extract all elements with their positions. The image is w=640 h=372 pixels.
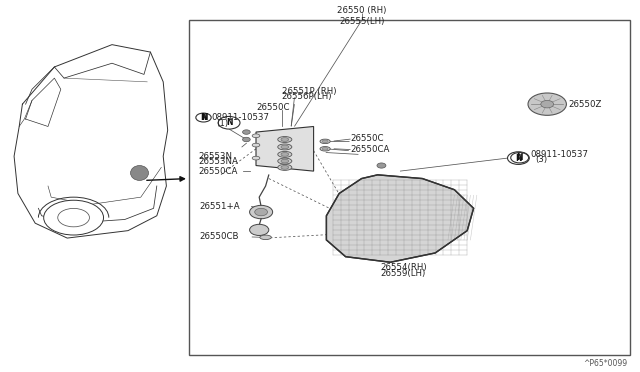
Text: ^P65*0099: ^P65*0099 [583,359,627,368]
Text: 26550CB: 26550CB [200,232,239,241]
Circle shape [58,208,90,227]
Circle shape [377,163,386,168]
Circle shape [243,137,250,142]
Text: 08911-10537: 08911-10537 [530,150,588,159]
Ellipse shape [281,166,289,169]
Text: 26550CA: 26550CA [198,167,238,176]
Text: 26550CA: 26550CA [351,145,390,154]
Ellipse shape [320,139,330,144]
Circle shape [250,224,269,235]
Circle shape [255,208,268,216]
Text: N: N [200,113,207,122]
Ellipse shape [323,140,328,142]
Ellipse shape [281,153,289,156]
Text: 26554(RH): 26554(RH) [381,263,428,272]
Circle shape [541,100,554,108]
Circle shape [218,116,240,129]
Circle shape [44,200,104,235]
Text: 26550Z: 26550Z [568,100,602,109]
Text: 08911-10537: 08911-10537 [211,113,269,122]
Text: 26553NA: 26553NA [198,157,238,166]
Text: 26551P (RH): 26551P (RH) [282,87,336,96]
Text: 26550C: 26550C [256,103,289,112]
Circle shape [196,113,211,122]
Circle shape [528,93,566,115]
Circle shape [508,152,529,164]
Ellipse shape [281,138,289,141]
Ellipse shape [131,166,148,180]
Text: (3): (3) [535,155,547,164]
Text: 26556P(LH): 26556P(LH) [282,92,332,101]
Polygon shape [326,175,474,262]
Text: N: N [202,113,208,122]
Text: 26559(LH): 26559(LH) [381,269,426,278]
Circle shape [243,130,250,134]
Ellipse shape [252,134,260,138]
Ellipse shape [278,137,292,142]
Ellipse shape [278,144,292,150]
Ellipse shape [252,156,260,160]
Bar [189,20,630,355]
Ellipse shape [278,151,292,157]
Text: 26553N: 26553N [198,152,232,161]
Text: N: N [226,118,232,127]
Ellipse shape [278,164,292,170]
Circle shape [250,205,273,219]
Ellipse shape [281,159,289,163]
Ellipse shape [252,143,260,147]
Text: 26551+A: 26551+A [200,202,240,211]
Ellipse shape [281,145,289,149]
Ellipse shape [320,147,330,151]
Text: 26550 (RH)
26555(LH): 26550 (RH) 26555(LH) [337,6,387,26]
Text: (1): (1) [216,119,228,128]
Text: 26550C: 26550C [351,134,384,143]
Circle shape [511,153,529,163]
Text: N: N [516,153,523,162]
Text: N: N [515,154,522,163]
Ellipse shape [260,235,271,240]
Polygon shape [256,126,314,171]
Ellipse shape [323,147,328,150]
Ellipse shape [278,158,292,164]
